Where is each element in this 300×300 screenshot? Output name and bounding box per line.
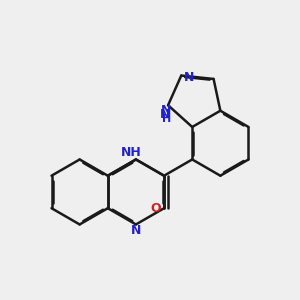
Text: O: O <box>151 202 161 215</box>
Text: N: N <box>184 71 195 84</box>
Text: NH: NH <box>121 146 141 159</box>
Text: N: N <box>161 103 172 117</box>
Text: N: N <box>160 108 170 121</box>
Text: N: N <box>131 224 141 237</box>
Text: H: H <box>162 114 171 124</box>
